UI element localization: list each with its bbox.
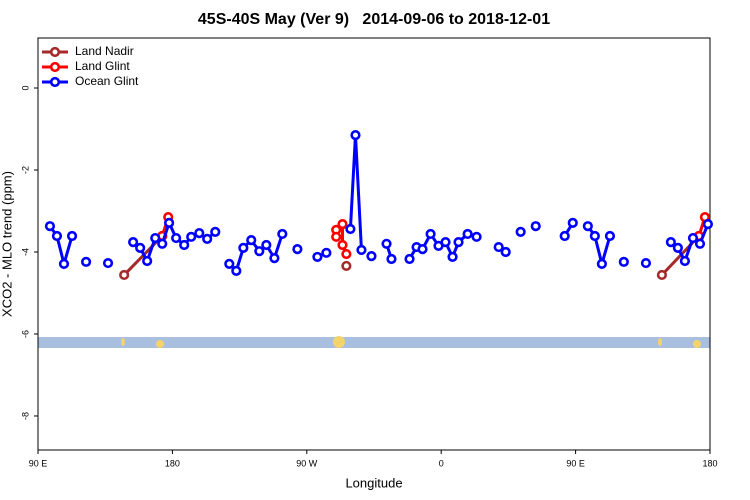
data-point: [582, 221, 593, 232]
map-strip: [38, 336, 710, 348]
data-point: [164, 217, 175, 228]
y-tick-label: -4: [20, 248, 30, 256]
data-point: [589, 230, 600, 242]
data-point: [618, 256, 629, 267]
data-point: [386, 253, 397, 265]
y-tick-label: 0: [20, 86, 30, 91]
x-tick-label: 90 W: [296, 458, 318, 468]
data-point: [224, 258, 235, 269]
x-tick-label: 180: [702, 458, 717, 468]
data-point: [567, 217, 578, 228]
data-point: [665, 237, 676, 248]
data-point: [366, 250, 377, 262]
legend-marker: [49, 61, 61, 73]
x-tick-label: 90 E: [29, 458, 48, 468]
data-point: [321, 247, 332, 258]
data-point: [44, 221, 56, 232]
data-point: [471, 231, 482, 242]
data-point: [381, 238, 392, 249]
data-point: [231, 265, 242, 276]
data-point: [559, 230, 570, 242]
legend-label: Land Glint: [75, 59, 130, 73]
y-axis-label: XCO2 - MLO trend (ppm): [0, 171, 14, 317]
data-point: [135, 242, 146, 253]
data-point: [119, 269, 130, 281]
plot-frame: [37, 37, 711, 451]
data-point: [102, 257, 114, 269]
data-point: [404, 253, 415, 265]
data-point: [269, 253, 280, 264]
data-point: [142, 255, 153, 267]
data-point: [312, 251, 323, 263]
data-point: [331, 231, 342, 242]
x-axis-label: Longitude: [345, 475, 402, 490]
data-point: [254, 246, 265, 257]
x-tick-label: 180: [165, 458, 180, 468]
legend-marker: [49, 46, 61, 58]
data-point: [679, 255, 691, 267]
data-point: [337, 239, 348, 251]
data-point: [128, 237, 139, 248]
data-point: [171, 232, 182, 244]
data-point: [462, 228, 473, 240]
data-point: [640, 257, 652, 269]
data-point: [66, 230, 78, 242]
data-point: [356, 244, 367, 256]
legend-label: Land Nadir: [75, 44, 134, 58]
legend-marker: [49, 76, 61, 88]
data-point: [447, 251, 458, 263]
data-point: [246, 235, 257, 246]
data-point: [292, 244, 303, 255]
data-point: [656, 269, 668, 281]
data-point: [186, 231, 197, 242]
data-point: [238, 242, 249, 253]
data-point: [337, 219, 348, 230]
data-point: [687, 232, 699, 244]
data-point: [80, 256, 92, 267]
data-point: [345, 223, 356, 235]
x-tick-label: 90 E: [566, 458, 585, 468]
y-tick-label: -8: [20, 412, 30, 420]
data-point: [702, 219, 714, 230]
data-point: [672, 242, 683, 253]
data-point: [179, 239, 190, 251]
data-point: [350, 130, 361, 141]
data-point: [530, 221, 541, 232]
data-point: [596, 258, 607, 269]
data-point: [453, 237, 464, 248]
data-point: [202, 233, 213, 244]
y-tick-label: -2: [20, 166, 30, 174]
data-point: [341, 248, 352, 260]
data-point: [51, 230, 63, 242]
data-point: [210, 226, 221, 238]
data-point: [341, 260, 352, 272]
data-point: [261, 239, 272, 251]
data-point: [500, 246, 511, 258]
data-point: [277, 228, 288, 240]
chart-title: 45S-40S May (Ver 9) 2014-09-06 to 2018-1…: [198, 11, 550, 28]
data-point: [604, 230, 616, 242]
data-point: [150, 232, 161, 244]
y-tick-label: -6: [20, 330, 30, 338]
data-point: [194, 228, 205, 239]
data-point: [515, 226, 526, 238]
data-point: [440, 237, 451, 248]
data-point: [694, 238, 706, 249]
data-point: [425, 228, 436, 240]
data-point: [417, 244, 428, 255]
data-point: [58, 258, 70, 269]
data-point: [157, 238, 168, 249]
data-point: [493, 241, 504, 253]
legend-label: Ocean Glint: [75, 74, 139, 88]
x-tick-label: 0: [439, 458, 444, 468]
